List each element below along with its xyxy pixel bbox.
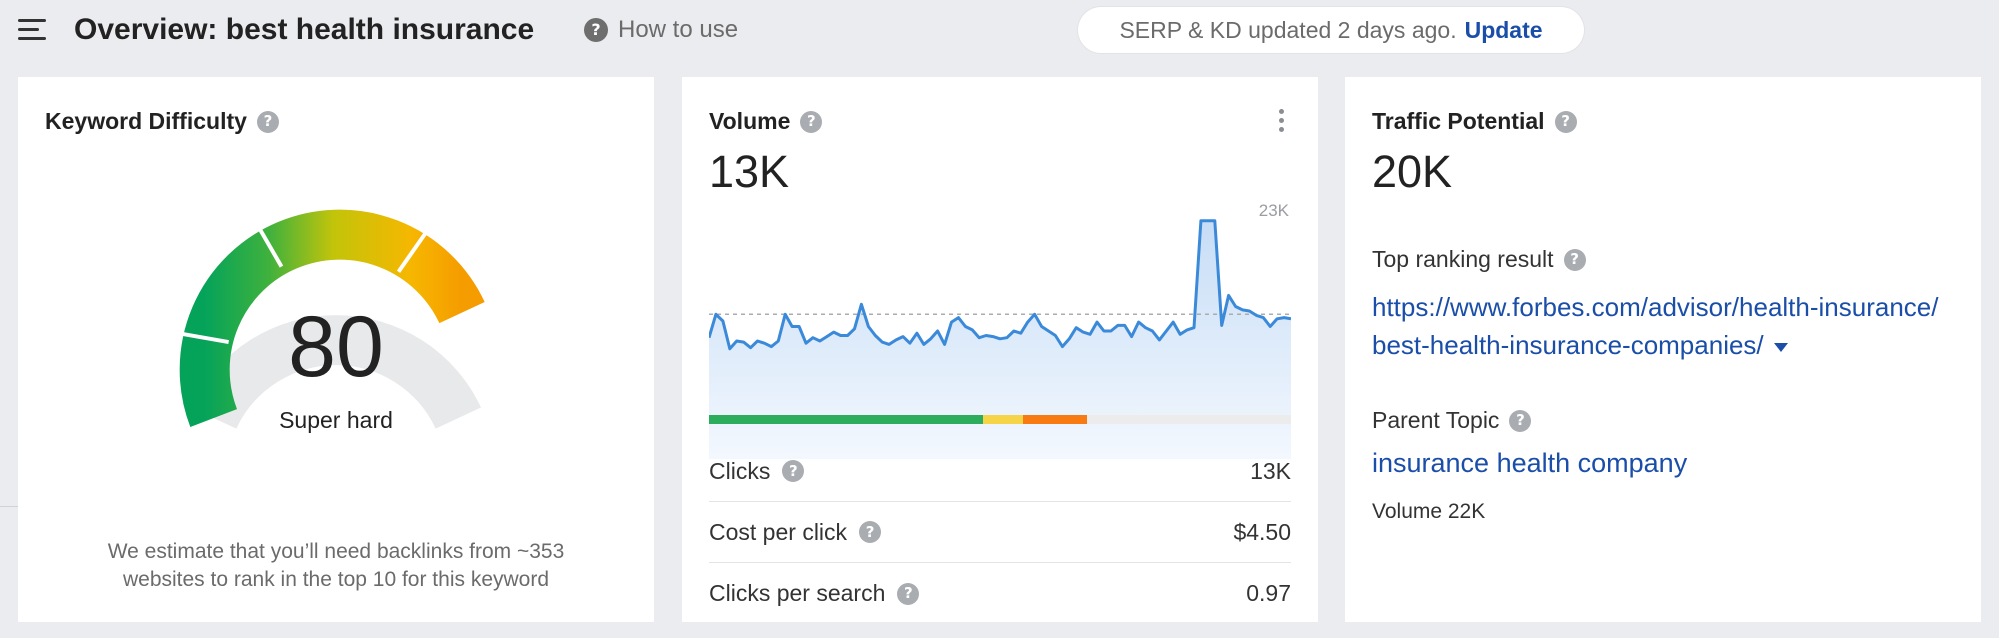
- top-result-heading: Top ranking result ?: [1372, 246, 1586, 273]
- distribution-segment: [1023, 415, 1088, 424]
- volume-card: Volume ? 13K 23K Clicks? 13K Cost per cl…: [682, 77, 1318, 622]
- question-mark-icon[interactable]: ?: [1554, 110, 1577, 133]
- how-to-use-label: How to use: [618, 16, 739, 43]
- volume-chart[interactable]: [709, 197, 1291, 459]
- kd-label: Super hard: [279, 407, 393, 433]
- question-mark-icon[interactable]: ?: [897, 582, 920, 605]
- parent-topic-volume: Volume 22K: [1372, 500, 1486, 523]
- how-to-use-link[interactable]: ? How to use: [584, 16, 738, 44]
- gauge-separator: [177, 331, 230, 345]
- kd-score: 80: [288, 299, 384, 395]
- top-result-label: Top ranking result: [1372, 246, 1554, 272]
- top-result-url[interactable]: https://www.forbes.com/advisor/health-in…: [1372, 292, 1939, 360]
- question-mark-icon[interactable]: ?: [1509, 409, 1532, 432]
- distribution-segment: [709, 415, 983, 424]
- metric-value: 13K: [1250, 457, 1291, 484]
- update-link[interactable]: Update: [1464, 16, 1543, 43]
- keyword-difficulty-card: Keyword Difficulty ? 80 Super hard We es…: [18, 77, 654, 622]
- parent-topic-heading: Parent Topic ?: [1372, 407, 1532, 434]
- gauge-separator: [396, 227, 430, 273]
- serp-distribution-bar: [709, 415, 1291, 424]
- serp-status-pill: SERP & KD updated 2 days ago. Update: [1078, 7, 1584, 53]
- gauge-fill: [179, 209, 485, 427]
- kd-title-label: Keyword Difficulty: [45, 108, 247, 134]
- parent-topic-link[interactable]: insurance health company: [1372, 448, 1688, 478]
- gauge-separator: [444, 344, 497, 354]
- question-mark-icon[interactable]: ?: [782, 460, 805, 482]
- metric-row-clicks: Clicks? 13K: [709, 441, 1291, 502]
- question-mark-icon[interactable]: ?: [859, 521, 882, 543]
- kd-title: Keyword Difficulty ?: [45, 108, 279, 135]
- volume-line: [709, 219, 1291, 351]
- divider: [0, 506, 18, 507]
- metric-label: Cost per click: [709, 518, 848, 545]
- hamburger-menu-icon[interactable]: [18, 19, 46, 41]
- kd-gauge: [177, 209, 497, 430]
- metric-row-cpc: Cost per click? $4.50: [709, 502, 1291, 563]
- question-mark-icon[interactable]: ?: [1563, 248, 1586, 271]
- metric-value: 0.97: [1246, 580, 1291, 606]
- volume-value: 13K: [709, 146, 790, 197]
- distribution-segment: [982, 415, 1024, 424]
- vertical-dots-icon[interactable]: [1277, 107, 1285, 133]
- page-title: Overview: best health insurance: [74, 13, 535, 46]
- caret-down-icon[interactable]: [1773, 342, 1788, 352]
- kd-note: We estimate that you’ll need backlinks f…: [107, 540, 565, 591]
- gauge-track: [191, 315, 481, 430]
- metric-row-cps: Clicks per search? 0.97: [709, 563, 1291, 624]
- question-mark-icon[interactable]: ?: [800, 110, 823, 133]
- gauge-separator: [253, 220, 284, 268]
- parent-topic-label: Parent Topic: [1372, 407, 1500, 433]
- metric-value: $4.50: [1233, 518, 1291, 545]
- traffic-potential-card: Traffic Potential ? 20K Top ranking resu…: [1345, 77, 1981, 622]
- volume-title-label: Volume: [709, 108, 791, 134]
- tp-value: 20K: [1372, 146, 1453, 197]
- serp-status-text: SERP & KD updated 2 days ago.: [1119, 16, 1457, 43]
- metric-label: Clicks: [709, 457, 771, 484]
- question-mark-icon[interactable]: ?: [256, 110, 279, 133]
- metric-label: Clicks per search: [709, 580, 886, 606]
- top-result-link[interactable]: https://www.forbes.com/advisor/health-in…: [1372, 288, 1952, 364]
- chart-max-label: 23K: [1258, 201, 1289, 220]
- question-mark-icon: ?: [584, 18, 608, 42]
- tp-title-label: Traffic Potential: [1372, 108, 1545, 134]
- volume-title: Volume ?: [709, 108, 823, 135]
- tp-title: Traffic Potential ?: [1372, 108, 1577, 135]
